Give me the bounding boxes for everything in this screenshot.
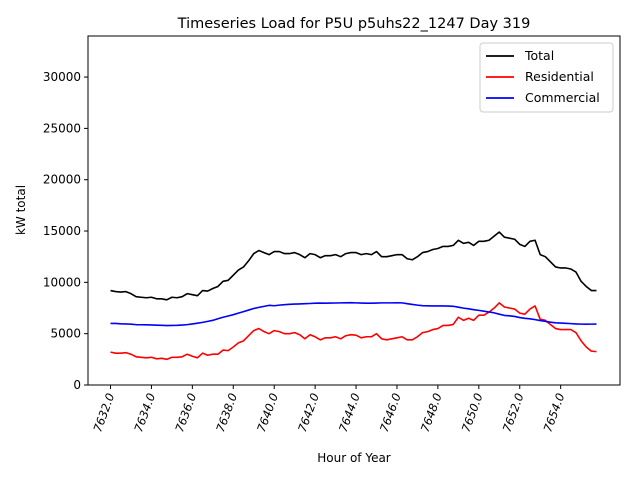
x-tick-label: 7640.0 <box>254 391 281 434</box>
plot-area <box>87 35 621 386</box>
series-lines <box>110 231 597 361</box>
x-tick-label: 7652.0 <box>500 391 527 434</box>
y-tick-label: 30000 <box>43 70 81 84</box>
y-tick-label: 15000 <box>43 224 81 238</box>
x-tick-label: 7650.0 <box>459 391 486 434</box>
x-tick-label: 7654.0 <box>541 391 568 434</box>
series-line-residential <box>110 302 597 361</box>
x-tick-label: 7644.0 <box>336 391 363 434</box>
y-tick-label: 0 <box>73 378 81 392</box>
x-tick-label: 7648.0 <box>418 391 445 434</box>
legend-label-total: Total <box>524 48 554 63</box>
x-axis-label: Hour of Year <box>317 451 391 465</box>
legend-label-residential: Residential <box>525 69 594 84</box>
legend: Total Residential Commercial <box>479 42 614 113</box>
x-tick-label: 7632.0 <box>90 391 117 434</box>
y-axis: 0 5000 10000 15000 20000 25000 30000 <box>43 70 88 392</box>
y-tick-label: 20000 <box>43 173 81 187</box>
legend-label-commercial: Commercial <box>525 90 600 105</box>
y-tick-label: 5000 <box>50 327 81 341</box>
x-axis: 7632.0 7634.0 7636.0 7638.0 7640.0 7642.0 7644… <box>90 385 567 434</box>
series-line-commercial <box>110 301 597 327</box>
x-tick-label: 7638.0 <box>213 391 240 434</box>
x-tick-label: 7634.0 <box>131 391 158 434</box>
y-tick-label: 10000 <box>43 275 81 289</box>
plot-frame <box>87 35 621 386</box>
x-tick-label: 7646.0 <box>377 391 404 434</box>
legend-box <box>479 42 614 113</box>
chart-title: Timeseries Load for P5U p5uhs22_1247 Day… <box>177 16 531 32</box>
x-tick-label: 7636.0 <box>172 391 199 434</box>
y-tick-label: 25000 <box>43 121 81 135</box>
y-axis-label: kW total <box>14 185 28 235</box>
series-line-total <box>110 231 597 301</box>
legend-items: Total Residential Commercial <box>486 48 600 105</box>
x-tick-label: 7642.0 <box>295 391 322 434</box>
